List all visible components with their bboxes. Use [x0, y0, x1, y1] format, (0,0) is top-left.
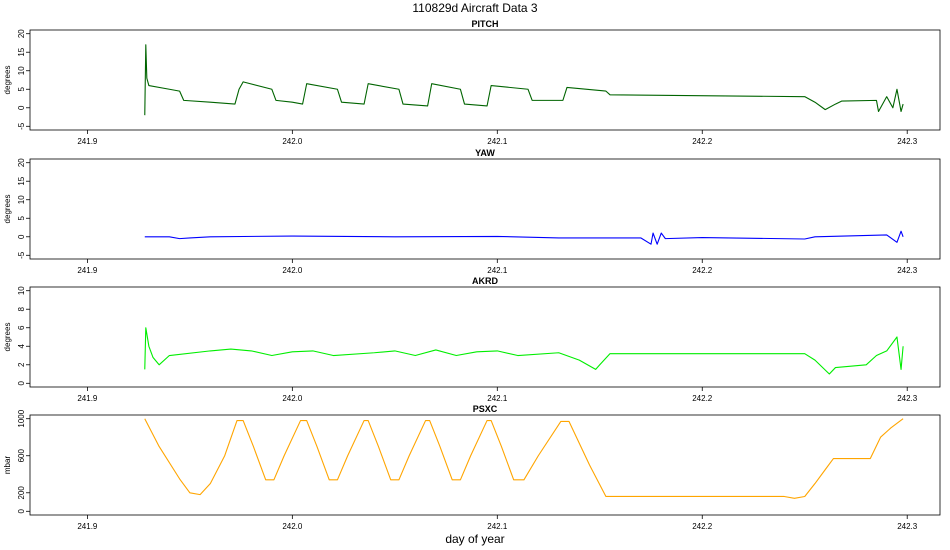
- data-line: [144, 230, 904, 245]
- x-tick-label: 242.2: [692, 266, 713, 275]
- y-tick-label: 4: [17, 343, 26, 348]
- y-tick-label: 20: [17, 29, 26, 38]
- y-tick-label: 15: [17, 176, 26, 185]
- panel-title: AKRD: [472, 276, 498, 286]
- y-tick-label: 0: [17, 234, 26, 239]
- x-tick-label: 241.9: [77, 266, 98, 275]
- x-tick-label: 242.0: [282, 522, 303, 531]
- data-line: [144, 44, 904, 116]
- x-tick-label: 242.3: [897, 137, 918, 146]
- y-tick-label: 15: [17, 47, 26, 56]
- y-tick-label: 0: [17, 105, 26, 110]
- x-tick-label: 242.1: [487, 137, 508, 146]
- y-tick-label: 10: [17, 66, 26, 75]
- y-tick-label: 20: [17, 158, 26, 167]
- x-axis-label: day of year: [445, 532, 504, 546]
- y-tick-label: 600: [17, 449, 26, 463]
- y-tick-label: 200: [17, 486, 26, 500]
- x-tick-label: 242.2: [692, 137, 713, 146]
- panel-title: YAW: [475, 148, 495, 158]
- x-tick-label: 242.3: [897, 522, 918, 531]
- x-tick-label: 242.1: [487, 266, 508, 275]
- plot-frame: [29, 414, 941, 516]
- x-tick-label: 241.9: [77, 522, 98, 531]
- y-axis-label: degrees: [3, 66, 12, 95]
- chart-title: 110829d Aircraft Data 3: [412, 1, 538, 15]
- y-tick-label: 1000: [17, 409, 26, 427]
- panel-title: PITCH: [472, 19, 499, 29]
- data-line: [144, 327, 904, 375]
- x-tick-label: 241.9: [77, 394, 98, 403]
- y-tick-label: 10: [17, 286, 26, 295]
- x-tick-label: 242.3: [897, 266, 918, 275]
- x-tick-label: 242.0: [282, 137, 303, 146]
- y-tick-label: 10: [17, 195, 26, 204]
- plot-frame: [29, 158, 941, 260]
- plot-frame: [29, 286, 941, 388]
- x-tick-label: 242.1: [487, 394, 508, 403]
- y-tick-label: -5: [17, 122, 26, 130]
- x-tick-label: 242.2: [692, 522, 713, 531]
- y-tick-label: 5: [17, 86, 26, 91]
- y-axis-label: degrees: [3, 195, 12, 224]
- x-tick-label: 242.1: [487, 522, 508, 531]
- x-tick-label: 242.0: [282, 266, 303, 275]
- x-tick-label: 242.0: [282, 394, 303, 403]
- x-tick-label: 242.3: [897, 394, 918, 403]
- y-tick-label: 0: [17, 509, 26, 514]
- y-tick-label: 0: [17, 381, 26, 386]
- plot-frame: [29, 29, 941, 131]
- y-axis-label: mbar: [3, 456, 12, 475]
- y-tick-label: 5: [17, 215, 26, 220]
- y-tick-label: 2: [17, 362, 26, 367]
- y-axis-label: degrees: [3, 323, 12, 352]
- x-tick-label: 242.2: [692, 394, 713, 403]
- y-tick-label: 8: [17, 306, 26, 311]
- y-tick-label: 6: [17, 325, 26, 330]
- data-line: [144, 418, 904, 499]
- y-tick-label: -5: [17, 251, 26, 259]
- x-tick-label: 241.9: [77, 137, 98, 146]
- panel-title: PSXC: [473, 404, 498, 414]
